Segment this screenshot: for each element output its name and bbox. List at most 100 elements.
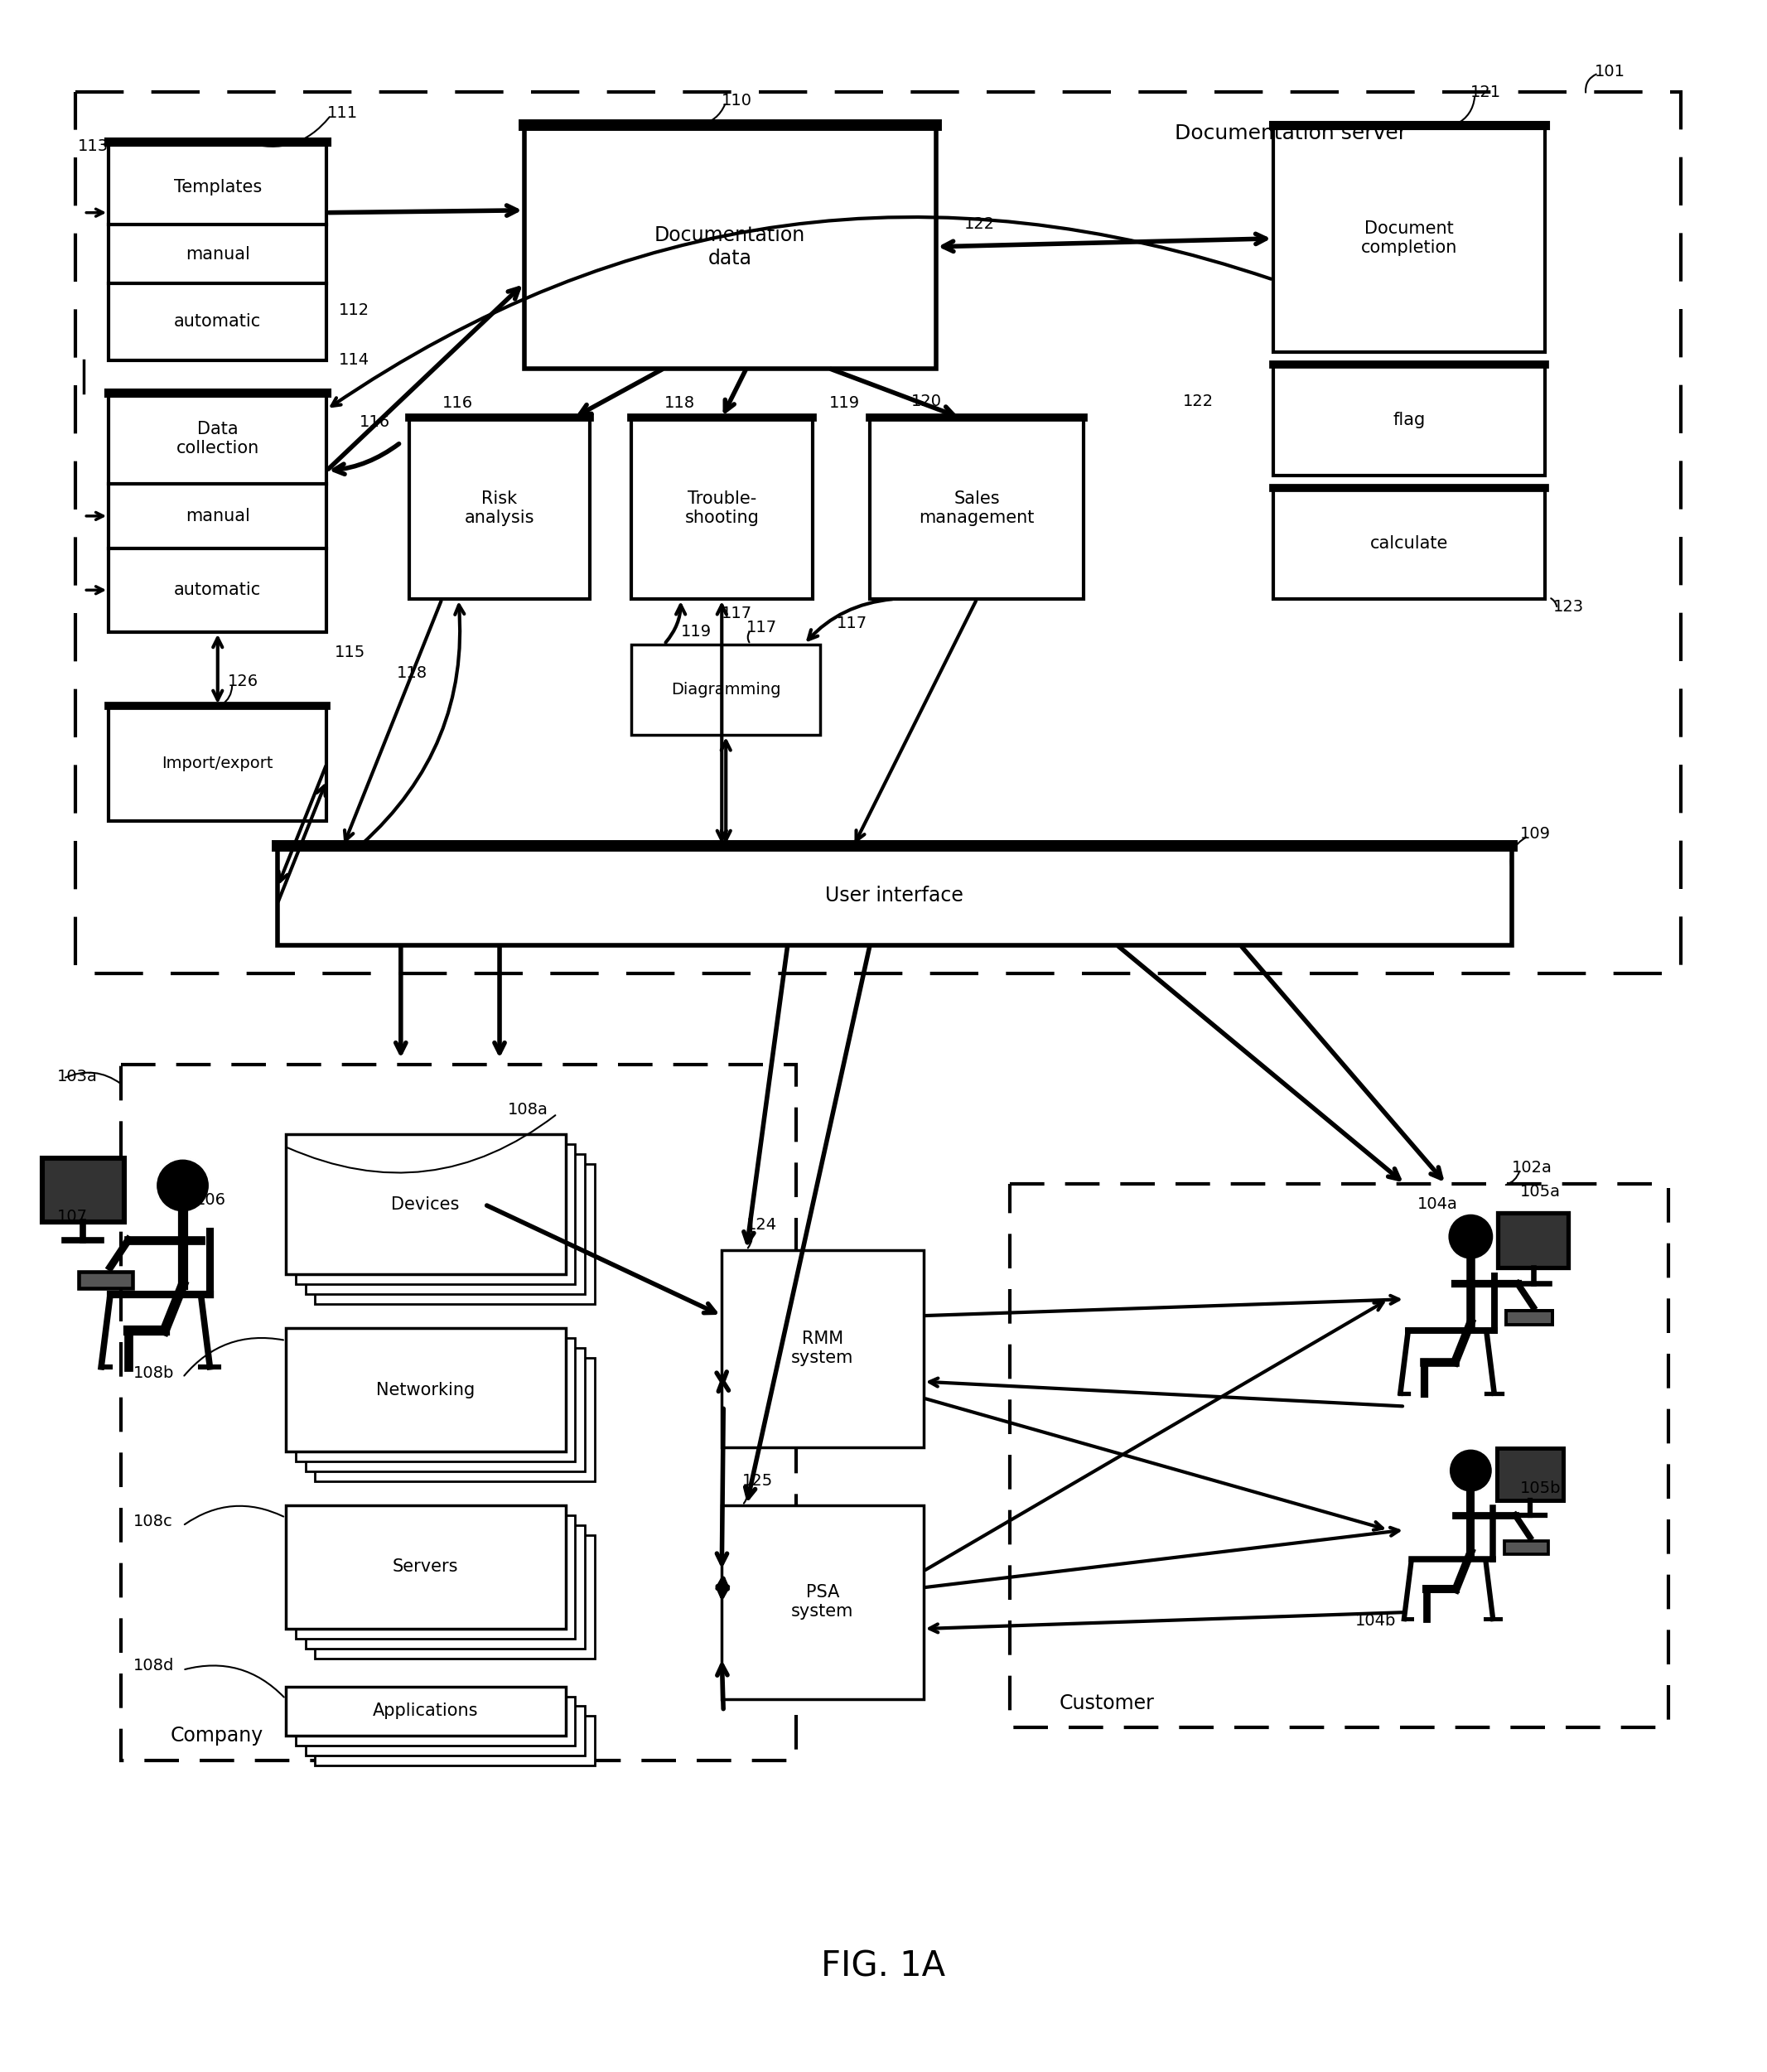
Bar [295, 1515, 576, 1639]
Bar [78, 1272, 133, 1289]
Text: PSA
system: PSA system [792, 1585, 853, 1620]
Text: 111: 111 [327, 106, 357, 120]
Text: Company: Company [170, 1726, 263, 1747]
Text: Devices: Devices [391, 1196, 459, 1212]
Text: FIG. 1A: FIG. 1A [822, 1950, 945, 1985]
Text: Diagramming: Diagramming [671, 682, 781, 698]
Bar [286, 1328, 565, 1452]
Text: 117: 117 [838, 615, 868, 632]
Bar [1497, 1448, 1564, 1500]
Text: 103a: 103a [57, 1069, 97, 1084]
Bar [1009, 1183, 1668, 1728]
Bar [721, 1249, 924, 1448]
Text: 114: 114 [339, 352, 369, 369]
Bar [306, 1154, 585, 1295]
Text: 121: 121 [1470, 85, 1502, 99]
Text: Document
completion: Document completion [1361, 220, 1458, 257]
Text: 108d: 108d [133, 1658, 175, 1674]
Text: 123: 123 [1553, 599, 1583, 615]
Text: 108a: 108a [507, 1102, 548, 1117]
Bar [108, 707, 327, 821]
Text: 124: 124 [746, 1216, 777, 1233]
Text: 105b: 105b [1520, 1481, 1560, 1496]
Bar [295, 1144, 576, 1285]
Text: Networking: Networking [376, 1382, 475, 1399]
Text: automatic: automatic [175, 582, 262, 599]
Text: Templates: Templates [173, 178, 262, 195]
Bar [277, 845, 1513, 945]
Text: Documentation
data: Documentation data [654, 226, 806, 267]
Text: 108c: 108c [133, 1515, 173, 1529]
Bar [306, 1525, 585, 1649]
Bar [1498, 1212, 1569, 1268]
Text: 115: 115 [336, 644, 366, 661]
Text: 113: 113 [78, 139, 110, 153]
Text: 118: 118 [664, 396, 694, 410]
Bar [286, 1135, 565, 1274]
Text: Import/export: Import/export [163, 756, 274, 771]
Bar [315, 1716, 595, 1765]
Text: 117: 117 [721, 605, 753, 622]
Text: 104b: 104b [1355, 1612, 1396, 1629]
Bar [295, 1697, 576, 1747]
Circle shape [1447, 1212, 1495, 1260]
Text: 126: 126 [228, 673, 258, 690]
Bar [631, 419, 813, 599]
Text: 112: 112 [339, 303, 369, 319]
Text: RMM
system: RMM system [792, 1330, 853, 1368]
Text: 101: 101 [1594, 64, 1626, 79]
Text: 122: 122 [965, 215, 995, 232]
Text: 104a: 104a [1417, 1198, 1458, 1212]
Bar [1274, 365, 1544, 474]
Text: 106: 106 [194, 1193, 226, 1208]
Text: 108b: 108b [133, 1365, 175, 1382]
Text: automatic: automatic [175, 313, 262, 329]
Circle shape [155, 1158, 210, 1212]
Bar [108, 394, 327, 632]
Text: User interface: User interface [825, 885, 963, 905]
Text: 105a: 105a [1520, 1185, 1560, 1200]
Bar [108, 141, 327, 361]
Bar [295, 1339, 576, 1461]
Bar [869, 419, 1083, 599]
Bar [120, 1065, 795, 1761]
Text: manual: manual [186, 508, 249, 524]
Text: 116: 116 [360, 414, 391, 429]
Bar [286, 1504, 565, 1629]
Bar [315, 1164, 595, 1303]
Bar [1274, 124, 1544, 352]
Text: Data
collection: Data collection [177, 421, 260, 456]
Text: flag: flag [1392, 412, 1426, 429]
Text: 109: 109 [1520, 827, 1551, 841]
Bar [631, 644, 820, 736]
Bar [76, 93, 1680, 974]
Text: Trouble-
shooting: Trouble- shooting [684, 491, 760, 526]
Bar [286, 1687, 565, 1736]
Text: Documentation server: Documentation server [1175, 124, 1407, 143]
Text: calculate: calculate [1369, 535, 1449, 551]
Bar [408, 419, 590, 599]
Circle shape [1449, 1448, 1493, 1492]
Text: 118: 118 [396, 665, 428, 682]
Text: Customer: Customer [1058, 1693, 1154, 1714]
Bar [1274, 487, 1544, 599]
Text: 116: 116 [442, 396, 474, 410]
Text: 125: 125 [742, 1473, 774, 1488]
Text: 102a: 102a [1513, 1160, 1553, 1175]
Text: Servers: Servers [392, 1558, 458, 1575]
Text: 110: 110 [721, 93, 753, 108]
Text: 120: 120 [912, 394, 942, 408]
Bar [315, 1357, 595, 1481]
Text: 107: 107 [57, 1208, 87, 1225]
Text: 119: 119 [829, 396, 859, 410]
Text: 122: 122 [1182, 394, 1214, 408]
Bar [42, 1158, 124, 1222]
Bar [1504, 1542, 1548, 1554]
Bar [1505, 1312, 1553, 1326]
Bar [721, 1504, 924, 1699]
Text: manual: manual [186, 247, 249, 263]
Text: Applications: Applications [373, 1703, 479, 1720]
Bar [306, 1347, 585, 1471]
Text: 119: 119 [680, 624, 712, 640]
Text: Sales
management: Sales management [919, 491, 1035, 526]
